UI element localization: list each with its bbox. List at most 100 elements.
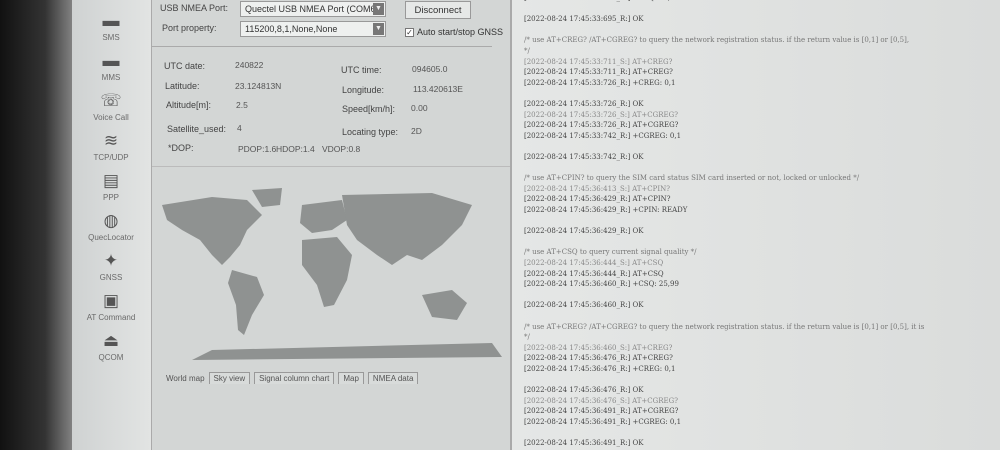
chevron-down-icon: ▼ xyxy=(373,3,384,15)
log-line: */ xyxy=(524,47,530,55)
sidebar-item-at-command[interactable]: ▣ AT Command xyxy=(72,291,150,323)
sidebar-item-sms[interactable]: ▬ SMS xyxy=(72,11,150,43)
utc-time-value: 094605.0 xyxy=(412,64,448,74)
log-line: [2022-08-24 17:45:36:491_R:] OK xyxy=(524,439,644,448)
tab-map[interactable]: Map xyxy=(338,372,364,384)
mms-icon: ▬ xyxy=(102,51,120,70)
sidebar-item-gnss[interactable]: ✦ GNSS xyxy=(72,251,150,283)
satellite-used-label: Satellite_used: xyxy=(167,124,227,134)
longitude-value: 113.420613E xyxy=(413,84,463,94)
screen-bezel xyxy=(0,0,75,450)
port-label: USB NMEA Port: xyxy=(160,3,229,13)
locating-type-value: 2D xyxy=(411,126,422,136)
map-south-america xyxy=(228,270,264,335)
sms-icon: ▬ xyxy=(102,11,120,30)
speed-label: Speed[km/h]: xyxy=(342,104,396,114)
sidebar-item-voice-call[interactable]: ☏ Voice Call xyxy=(72,91,150,123)
log-line: [2022-08-24 17:45:36:460_R:] +CSQ: 25,99 xyxy=(524,280,679,289)
vdop-value: VDOP:0.8 xyxy=(322,144,361,154)
map-australia xyxy=(422,290,467,320)
sidebar-item-qcom[interactable]: ⏏ QCOM xyxy=(72,331,150,363)
log-line: [2022-08-24 17:45:36:444_R:] AT+CSQ xyxy=(524,269,664,278)
wifi-icon: ≋ xyxy=(103,131,119,150)
globe-icon: ◍ xyxy=(103,211,119,230)
map-africa xyxy=(302,237,352,307)
utc-date-value: 240822 xyxy=(235,60,264,70)
log-line: [2022-08-24 17:45:33:711_R:] AT+CREG? xyxy=(524,68,673,77)
world-map[interactable] xyxy=(152,185,510,365)
log-line: [2022-08-24 17:45:33:711_S:] AT+CREG? xyxy=(524,57,673,66)
view-tabs: World map Sky view Signal column chart Map N… xyxy=(166,372,422,384)
log-line: [2022-08-24 17:45:33:742_R:] OK xyxy=(524,153,644,161)
sidebar-item-label: SMS xyxy=(102,33,120,42)
tab-signal-column-chart[interactable]: Signal column chart xyxy=(254,372,335,384)
log-line: [2022-08-24 17:45:33:695_R:] +CSQ: 25,99 xyxy=(524,0,679,5)
log-line: /* use AT+CREG? /AT+CGREG? to query the … xyxy=(524,322,925,331)
log-line: [2022-08-24 17:45:36:460_S:] AT+CREG? xyxy=(524,343,673,352)
sidebar-item-ppp[interactable]: ▤ PPP xyxy=(72,171,150,203)
sidebar-item-tcp-udp[interactable]: ≋ TCP/UDP xyxy=(72,131,150,163)
sidebar-item-label: AT Command xyxy=(86,313,136,322)
disconnect-button[interactable]: Disconnect xyxy=(405,1,471,19)
phone-icon: ☏ xyxy=(100,91,122,110)
map-europe xyxy=(300,200,347,233)
log-line: [2022-08-24 17:45:33:726_S:] AT+CGREG? xyxy=(524,110,678,119)
sidebar-item-label: TCP/UDP xyxy=(93,153,129,162)
tab-nmea-data[interactable]: NMEA data xyxy=(367,372,419,384)
satellite-used-value: 4 xyxy=(237,123,242,133)
log-line: /* use AT+CSQ to query current signal qu… xyxy=(524,248,697,257)
latitude-value: 23.124813N xyxy=(235,81,282,91)
satellite-icon: ✦ xyxy=(103,251,119,270)
log-line: /* use AT+CREG? /AT+CGREG? to query the … xyxy=(524,36,910,45)
sidebar-item-label: PPP xyxy=(102,193,119,202)
ppp-icon: ▤ xyxy=(102,171,120,190)
sidebar-item-label: GNSS xyxy=(99,273,123,282)
log-line: */ xyxy=(524,333,530,342)
at-command-log[interactable]: [2022-08-24 17:45:33:695_R:] +CSQ: 25,99… xyxy=(510,0,1000,450)
sidebar-item-label: MMS xyxy=(101,73,121,82)
port-property-label: Port property: xyxy=(162,23,217,33)
log-line: [2022-08-24 17:45:33:695_R:] OK xyxy=(524,15,644,24)
at-command-icon: ▣ xyxy=(102,291,120,310)
map-antarctica xyxy=(192,343,502,360)
log-line: [2022-08-24 17:45:33:742_R:] +CGREG: 0,1 xyxy=(524,131,682,140)
sidebar-item-label: QCOM xyxy=(98,353,124,362)
utc-time-label: UTC time: xyxy=(341,65,382,75)
log-line: [2022-08-24 17:45:33:726_R:] +CREG: 0,1 xyxy=(524,78,676,87)
qcom-icon: ⏏ xyxy=(102,331,120,350)
altitude-value: 2.5 xyxy=(236,100,248,110)
chevron-down-icon: ▼ xyxy=(373,23,384,35)
log-line: [2022-08-24 17:45:36:413_S:] AT+CPIN? xyxy=(524,184,670,193)
log-line: [2022-08-24 17:45:36:444_S:] AT+CSQ xyxy=(524,259,664,267)
log-line: [2022-08-24 17:45:36:476_S:] AT+CGREG? xyxy=(524,396,678,405)
log-line: [2022-08-24 17:45:36:476_R:] AT+CREG? xyxy=(524,354,673,363)
log-line: [2022-08-24 17:45:36:476_R:] +CREG: 0,1 xyxy=(524,365,676,373)
tab-world-map[interactable]: World map xyxy=(166,374,205,383)
auto-gnss-checkbox[interactable]: ✓ Auto start/stop GNSS xyxy=(405,27,503,37)
nmea-port-select[interactable]: Quectel USB NMEA Port (COM6 ▼ xyxy=(240,1,386,17)
sidebar-item-mms[interactable]: ▬ MMS xyxy=(72,51,150,83)
map-greenland xyxy=(252,188,282,207)
log-line: [2022-08-24 17:45:36:429_R:] OK xyxy=(524,227,644,236)
sidebar: ▬ SMS ▬ MMS ☏ Voice Call ≋ TCP/UDP ▤ PPP ◍ QuecLoca… xyxy=(72,0,152,450)
checkbox-icon: ✓ xyxy=(405,28,414,37)
map-north-america xyxy=(162,197,262,265)
log-line: [2022-08-24 17:45:33:726_R:] OK xyxy=(524,100,644,108)
port-property-value: 115200,8,1,None,None xyxy=(245,24,338,34)
hdop-value: HDOP:1.4 xyxy=(276,144,315,154)
divider xyxy=(152,46,492,47)
longitude-label: Longitude: xyxy=(342,85,385,95)
log-line: [2022-08-24 17:45:36:491_R:] AT+CGREG? xyxy=(524,407,679,416)
utc-date-label: UTC date: xyxy=(164,61,206,71)
log-line: [2022-08-24 17:45:36:460_R:] OK xyxy=(524,301,644,310)
sidebar-item-label: QuecLocator xyxy=(88,233,134,242)
log-line: [2022-08-24 17:45:36:491_R:] +CGREG: 0,1 xyxy=(524,418,682,426)
altitude-label: Altitude[m]: xyxy=(166,100,212,110)
log-line: [2022-08-24 17:45:36:476_R:] OK xyxy=(524,386,644,395)
tab-sky-view[interactable]: Sky view xyxy=(208,372,251,384)
port-property-select[interactable]: 115200,8,1,None,None ▼ xyxy=(240,21,386,37)
sidebar-item-queclocator[interactable]: ◍ QuecLocator xyxy=(72,211,150,243)
nmea-port-value: Quectel USB NMEA Port (COM6 xyxy=(245,4,376,14)
dop-label: *DOP: xyxy=(168,143,194,153)
latitude-label: Latitude: xyxy=(165,81,200,91)
